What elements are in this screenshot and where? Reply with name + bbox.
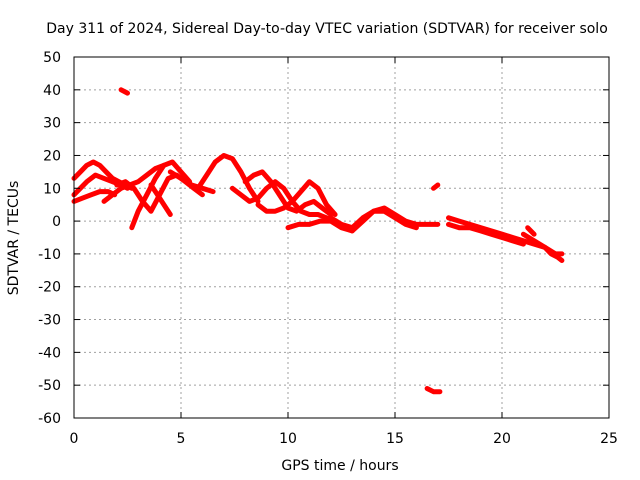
plot-frame — [73, 56, 610, 419]
y-tick-label: 30 — [43, 116, 61, 132]
series-arc-14 — [328, 208, 419, 231]
axis-ticks — [73, 56, 610, 419]
series-arc-21 — [424, 386, 443, 395]
x-tick-label: 20 — [493, 431, 511, 447]
y-tick-label: -20 — [38, 280, 61, 296]
y-tick-label: -50 — [38, 378, 61, 394]
y-tick-label: -10 — [38, 247, 61, 263]
series-arc-18 — [525, 225, 537, 237]
series-arc-9 — [195, 153, 261, 204]
x-tick-label: 0 — [70, 431, 79, 447]
chart-title: Day 311 of 2024, Sidereal Day-to-day VTE… — [46, 21, 608, 37]
series-arc-8 — [167, 169, 216, 195]
y-tick-labels: -60 -50 -40 -30 -20 -10 0 10 20 30 40 50 — [38, 50, 61, 427]
grid — [74, 57, 609, 418]
y-tick-label: -30 — [38, 313, 61, 329]
series-arc-16 — [446, 221, 526, 247]
series-arc-3 — [71, 189, 118, 204]
x-axis-label: GPS time / hours — [281, 458, 398, 474]
y-tick-label: 40 — [43, 83, 61, 99]
x-tick-label: 10 — [279, 431, 297, 447]
y-tick-label: 10 — [43, 181, 61, 197]
series-arc-11 — [242, 169, 334, 217]
series-arc-4 — [101, 159, 193, 204]
x-tick-label: 15 — [386, 431, 404, 447]
series-arc-7 — [148, 182, 173, 217]
series-arc-6 — [129, 162, 167, 231]
data-series — [71, 87, 565, 395]
series-arc-19 — [118, 87, 130, 96]
series-arc-17 — [520, 231, 565, 263]
y-tick-label: 0 — [52, 214, 61, 230]
series-arc-12 — [255, 179, 338, 217]
y-tick-label: -60 — [38, 411, 61, 427]
x-tick-label: 5 — [177, 431, 186, 447]
x-tick-label: 25 — [600, 431, 618, 447]
y-tick-label: 20 — [43, 148, 61, 164]
y-axis-label: SDTVAR / TECUs — [6, 181, 22, 296]
x-tick-labels: 0 5 10 15 20 25 — [70, 431, 618, 447]
y-tick-label: -40 — [38, 345, 61, 361]
series-arc-20 — [431, 182, 441, 191]
y-tick-label: 50 — [43, 50, 61, 66]
